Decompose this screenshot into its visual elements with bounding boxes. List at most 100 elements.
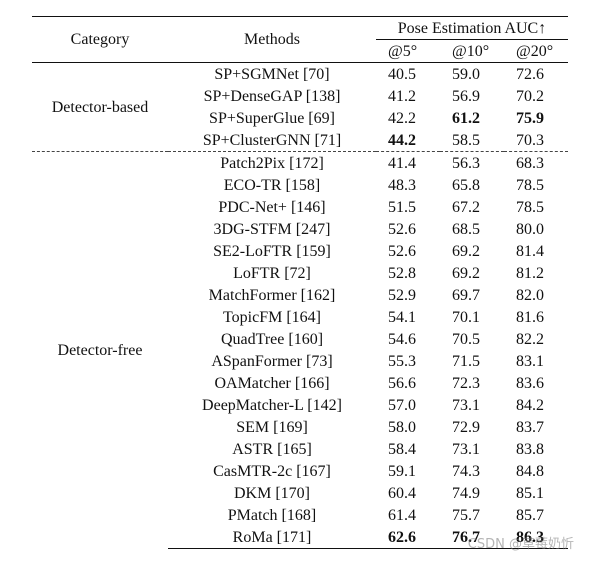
value-at5: 40.5 xyxy=(376,62,440,85)
value-at10: 70.5 xyxy=(452,330,480,348)
method-cell: ASTR [165] xyxy=(232,440,312,458)
value-at20-best: 75.9 xyxy=(516,109,544,127)
table-row: Detector-based SP+SGMNet [70] 40.5 59.0 … xyxy=(32,62,568,152)
value-at20: 82.2 xyxy=(516,330,544,348)
category-detector-free: Detector-free xyxy=(32,151,168,549)
table-row: ASTR [165] 58.4 73.1 83.8 xyxy=(32,438,568,460)
value-at20: 81.6 xyxy=(516,308,544,326)
method-cell: SP+SuperGlue [69] xyxy=(209,109,335,127)
header-row-2: @5° @10° @20° xyxy=(32,40,568,63)
header-category: Category xyxy=(32,16,168,63)
value-at5: 59.1 xyxy=(388,462,416,480)
header-methods: Methods xyxy=(168,16,376,63)
method-cell: LoFTR [72] xyxy=(233,264,311,282)
method-cell: DeepMatcher-L [142] xyxy=(202,396,342,414)
value-at10: 59.0 xyxy=(440,62,504,85)
value-at20: 85.1 xyxy=(516,484,544,502)
method-cell: ASpanFormer [73] xyxy=(211,352,333,370)
value-at5: 58.4 xyxy=(388,440,416,458)
value-at20-best: 86.3 xyxy=(504,526,568,549)
table-row: DKM [170] 60.4 74.9 85.1 xyxy=(32,482,568,504)
value-at5: 48.3 xyxy=(388,176,416,194)
value-at10: 72.3 xyxy=(452,374,480,392)
value-at5: 52.9 xyxy=(388,286,416,304)
table-row: PDC-Net+ [146] 51.5 67.2 78.5 xyxy=(32,196,568,218)
value-at5: 60.4 xyxy=(388,484,416,502)
value-at20: 72.6 xyxy=(504,62,568,85)
value-at10: 69.2 xyxy=(452,242,480,260)
table-row: SP+ClusterGNN [71] 44.2 58.5 70.3 xyxy=(32,129,568,152)
method-cell: PDC-Net+ [146] xyxy=(218,198,326,216)
value-at10: 72.9 xyxy=(452,418,480,436)
table-row: TopicFM [164] 54.1 70.1 81.6 xyxy=(32,306,568,328)
value-at5: 54.6 xyxy=(388,330,416,348)
value-at10: 69.2 xyxy=(452,264,480,282)
value-at5: 41.4 xyxy=(376,151,440,174)
method-cell: SE2-LoFTR [159] xyxy=(213,242,331,260)
table-row: RoMa [171] 62.6 76.7 86.3 xyxy=(32,526,568,549)
value-at20: 83.7 xyxy=(516,418,544,436)
table-row: SP+SuperGlue [69] 42.2 61.2 75.9 xyxy=(32,107,568,129)
value-at5-best: 62.6 xyxy=(376,526,440,549)
value-at20: 70.2 xyxy=(516,87,544,105)
table-row: SE2-LoFTR [159] 52.6 69.2 81.4 xyxy=(32,240,568,262)
results-table-container: Category Methods Pose Estimation AUC↑ @5… xyxy=(32,16,568,549)
method-cell: DKM [170] xyxy=(234,484,310,502)
value-at20: 83.8 xyxy=(516,440,544,458)
value-at5: 41.2 xyxy=(388,87,416,105)
table-row: SP+DenseGAP [138] 41.2 56.9 70.2 xyxy=(32,85,568,107)
value-at10: 69.7 xyxy=(452,286,480,304)
table-row: DeepMatcher-L [142] 57.0 73.1 84.2 xyxy=(32,394,568,416)
pose-estimation-table: Category Methods Pose Estimation AUC↑ @5… xyxy=(32,16,568,549)
method-cell: OAMatcher [166] xyxy=(214,374,330,392)
table-row: PMatch [168] 61.4 75.7 85.7 xyxy=(32,504,568,526)
table-row: MatchFormer [162] 52.9 69.7 82.0 xyxy=(32,284,568,306)
value-at20: 85.7 xyxy=(516,506,544,524)
category-detector-based: Detector-based xyxy=(32,62,168,152)
table-row: ECO-TR [158] 48.3 65.8 78.5 xyxy=(32,174,568,196)
header-at5: @5° xyxy=(388,42,418,60)
value-at10: 74.3 xyxy=(452,462,480,480)
method-cell: SEM [169] xyxy=(236,418,308,436)
value-at10: 58.5 xyxy=(452,131,480,149)
method-cell: 3DG-STFM [247] xyxy=(213,220,331,238)
value-at20: 84.2 xyxy=(516,396,544,414)
header-row-1: Category Methods Pose Estimation AUC↑ xyxy=(32,16,568,63)
method-cell: MatchFormer [162] xyxy=(208,286,336,304)
method-cell: Patch2Pix [172] xyxy=(168,151,376,174)
value-at5: 56.6 xyxy=(388,374,416,392)
method-cell: RoMa [171] xyxy=(168,526,376,549)
method-cell: SP+DenseGAP [138] xyxy=(203,87,341,105)
value-at5: 54.1 xyxy=(388,308,416,326)
table-row: QuadTree [160] 54.6 70.5 82.2 xyxy=(32,328,568,350)
table-row: LoFTR [72] 52.8 69.2 81.2 xyxy=(32,262,568,284)
method-cell: SP+ClusterGNN [71] xyxy=(202,131,342,149)
value-at5: 42.2 xyxy=(388,109,416,127)
table-row: Detector-free Patch2Pix [172] 41.4 56.3 … xyxy=(32,151,568,549)
value-at20: 81.4 xyxy=(516,242,544,260)
table-row: ASpanFormer [73] 55.3 71.5 83.1 xyxy=(32,350,568,372)
method-cell: SP+SGMNet [70] xyxy=(168,62,376,85)
header-at10: @10° xyxy=(452,42,490,60)
value-at5: 55.3 xyxy=(388,352,416,370)
value-at10: 67.2 xyxy=(452,198,480,216)
value-at10: 56.3 xyxy=(440,151,504,174)
method-cell: CasMTR-2c [167] xyxy=(213,462,331,480)
value-at20: 82.0 xyxy=(516,286,544,304)
value-at20: 80.0 xyxy=(516,220,544,238)
value-at10: 73.1 xyxy=(452,440,480,458)
value-at20: 83.6 xyxy=(516,374,544,392)
value-at10-best: 76.7 xyxy=(440,526,504,549)
value-at10: 56.9 xyxy=(452,87,480,105)
method-cell: QuadTree [160] xyxy=(220,330,324,348)
method-cell: ECO-TR [158] xyxy=(223,176,321,194)
table-row: CasMTR-2c [167] 59.1 74.3 84.8 xyxy=(32,460,568,482)
value-at10: 75.7 xyxy=(452,506,480,524)
value-at20: 81.2 xyxy=(516,264,544,282)
value-at20: 70.3 xyxy=(516,131,544,149)
value-at5: 52.6 xyxy=(388,242,416,260)
value-at5: 61.4 xyxy=(388,506,416,524)
value-at10: 70.1 xyxy=(452,308,480,326)
value-at20: 84.8 xyxy=(516,462,544,480)
header-pose-estimation-auc: Pose Estimation AUC↑ xyxy=(376,16,568,40)
